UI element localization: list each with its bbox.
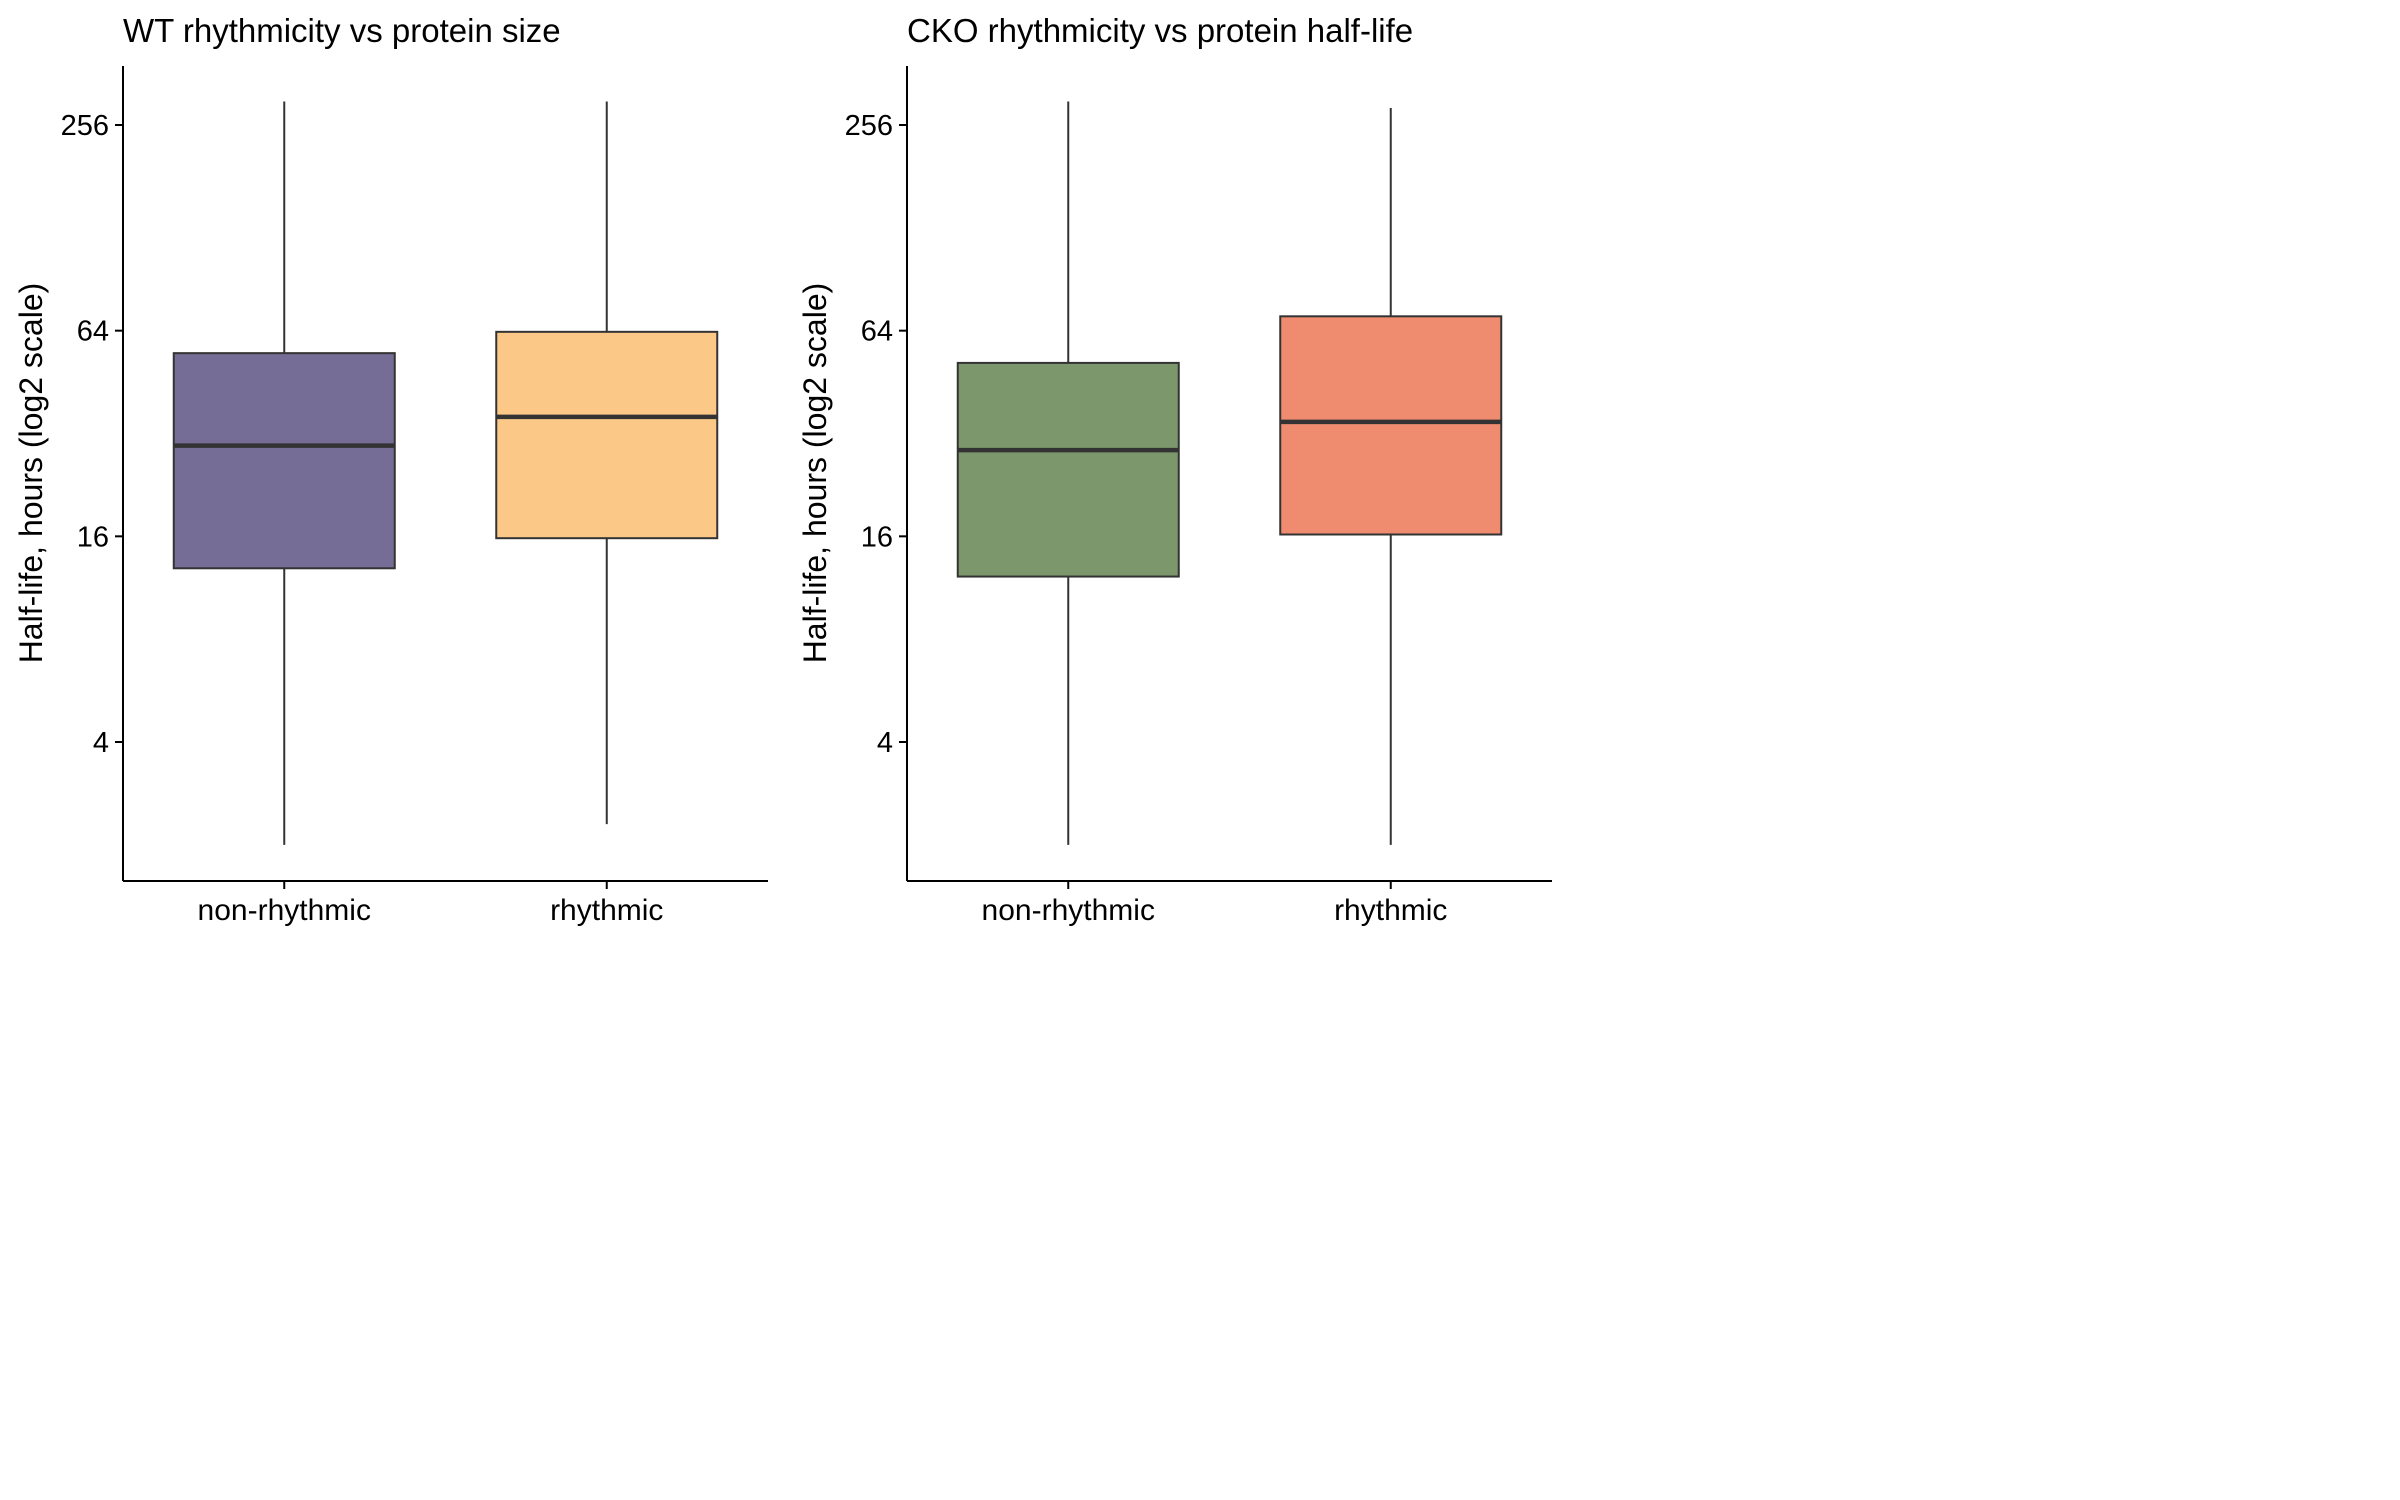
x-tick-label: non-rhythmic [982,894,1155,927]
wt-boxplot-panel: WT rhythmicity vs protein size Half-life… [0,0,784,960]
box-iqr [495,330,719,540]
y-tick-label: 256 [845,110,893,142]
y-tick-label: 16 [77,521,109,553]
y-tick-label: 64 [861,316,893,348]
x-tick-label: rhythmic [1334,894,1447,927]
box-non-rhythmic [956,101,1180,845]
y-axis-label: Half-life, hours (log2 scale) [13,283,49,664]
chart-title: WT rhythmicity vs protein size [123,12,561,49]
cko-boxplot-panel: CKO rhythmicity vs protein half-life Hal… [784,0,1568,960]
y-tick-label: 64 [77,316,109,348]
box-iqr [172,352,396,570]
y-tick-label: 4 [93,727,109,759]
plot-area: 4 16 64 256 non-rhythmic rhythmic [61,66,768,927]
box-non-rhythmic [172,101,396,845]
box-iqr [1279,315,1503,536]
y-tick-label: 16 [861,521,893,553]
box-iqr [956,361,1180,578]
box-rhythmic [1279,108,1503,845]
box-rhythmic [495,101,719,825]
x-tick-label: rhythmic [550,894,663,927]
wt-boxplot-chart: WT rhythmicity vs protein size Half-life… [13,12,768,927]
cko-boxplot-chart: CKO rhythmicity vs protein half-life Hal… [797,12,1552,927]
plot-area: 4 16 64 256 non-rhythmic rhythmic [845,66,1552,927]
y-tick-label: 256 [61,110,109,142]
x-tick-label: non-rhythmic [198,894,371,927]
chart-title: CKO rhythmicity vs protein half-life [907,12,1413,49]
y-tick-label: 4 [877,727,893,759]
y-axis-label: Half-life, hours (log2 scale) [797,283,833,664]
